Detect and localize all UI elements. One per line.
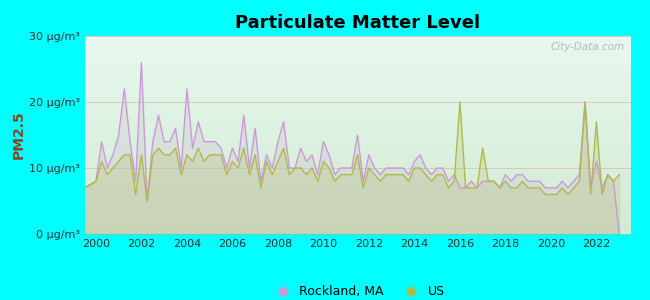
Text: City-Data.com: City-Data.com: [551, 42, 625, 52]
Legend: Rockland, MA, US: Rockland, MA, US: [265, 280, 450, 300]
Y-axis label: PM2.5: PM2.5: [12, 111, 26, 159]
Title: Particulate Matter Level: Particulate Matter Level: [235, 14, 480, 32]
